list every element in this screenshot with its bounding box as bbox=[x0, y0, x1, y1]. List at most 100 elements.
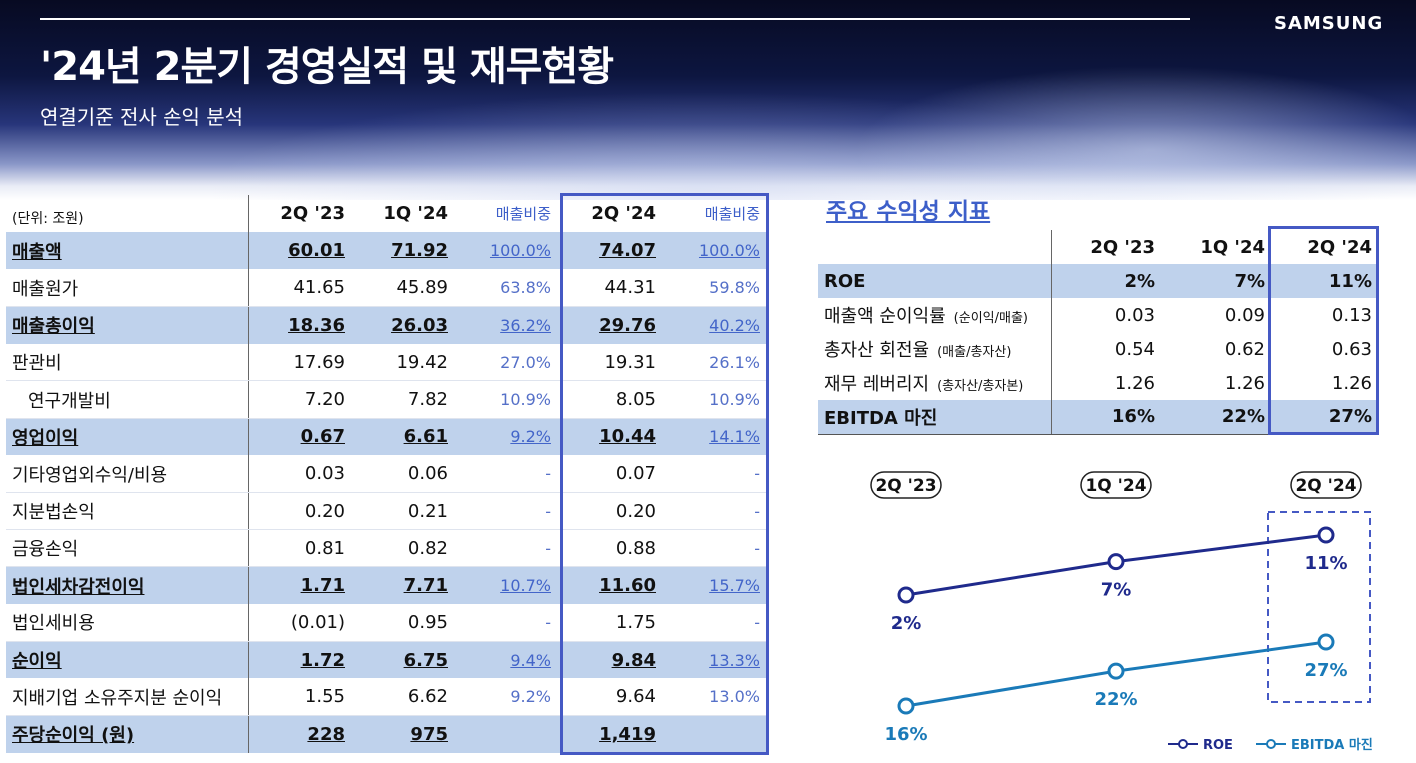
kpi-value-2q23: 1.26 bbox=[1114, 372, 1155, 394]
chart-category-label: 1Q '24 bbox=[1085, 476, 1146, 496]
value-2q23: 1.72 bbox=[248, 641, 351, 679]
legend-marker bbox=[1178, 739, 1188, 749]
kpi-row-label: EBITDA 마진 bbox=[818, 400, 1052, 435]
chart-category-pill bbox=[1290, 471, 1362, 499]
kpi-value-2q23: 2% bbox=[1051, 264, 1161, 298]
kpi-title: 주요 수익성 지표 bbox=[826, 199, 991, 225]
ratio-2q24: - bbox=[662, 492, 766, 531]
kpi-row: EBITDA 마진 16% 22% 27% bbox=[818, 400, 1378, 435]
ratio-1q24: 36.2% bbox=[454, 306, 557, 344]
value-1q24: 45.89 bbox=[351, 269, 454, 308]
kpi-row: 총자산 회전율 (매출/총자산) 0.54 0.62 0.63 bbox=[818, 332, 1378, 366]
data-label: 2% bbox=[891, 613, 922, 634]
ratio-1q24: - bbox=[454, 492, 557, 531]
table-row: 지분법손익 0.20 0.21-0.20- bbox=[6, 492, 766, 531]
table-row: 연구개발비 7.20 7.82 10.9% 8.05 10.9% bbox=[6, 380, 766, 419]
row-label: 판관비 bbox=[6, 343, 249, 382]
table-row: 순이익 1.72 6.75 9.4% 9.84 13.3% bbox=[6, 641, 766, 679]
col-1q24: 1Q '24 bbox=[383, 203, 448, 225]
value-2q23: 17.69 bbox=[248, 343, 351, 382]
value-2q24: 0.88 bbox=[557, 529, 662, 568]
col-2q23: 2Q '23 bbox=[280, 203, 345, 225]
data-label: 7% bbox=[1101, 580, 1132, 601]
kpi-row-label: 매출액 순이익률 (순이익/매출) bbox=[818, 298, 1052, 332]
kpi-row-label: ROE bbox=[818, 264, 1052, 298]
legend-marker bbox=[1266, 739, 1276, 749]
ratio-1q24: 9.2% bbox=[454, 678, 557, 717]
value-1q24: 6.61 bbox=[351, 418, 454, 456]
ratio-2q24: 59.8% bbox=[662, 269, 766, 308]
row-label: 매출원가 bbox=[6, 269, 249, 308]
data-label: 16% bbox=[884, 724, 927, 745]
value-2q23: 1.55 bbox=[248, 678, 351, 717]
value-2q23: 0.81 bbox=[248, 529, 351, 568]
value-2q24: 9.64 bbox=[557, 678, 662, 717]
kpi-col-1q24: 1Q '24 bbox=[1200, 236, 1265, 258]
page-subtitle: 연결기준 전사 손익 분석 bbox=[40, 105, 244, 129]
table-row: 법인세차감전이익 1.71 7.71 10.7% 11.60 15.7% bbox=[6, 566, 766, 605]
kpi-label-formula: (매출/총자산) bbox=[937, 345, 1012, 360]
table-row: 기타영업외수익/비용 0.03 0.06-0.07- bbox=[6, 455, 766, 494]
value-1q24: 7.82 bbox=[351, 380, 454, 419]
value-2q24: 1,419 bbox=[557, 715, 662, 753]
ratio-2q24: - bbox=[662, 604, 766, 642]
series-point bbox=[1107, 662, 1125, 680]
kpi-row: 매출액 순이익률 (순이익/매출) 0.03 0.09 0.13 bbox=[818, 298, 1378, 332]
table-row: 법인세비용 (0.01) 0.95-1.75- bbox=[6, 604, 766, 642]
value-1q24: 975 bbox=[351, 715, 454, 753]
table-row: 주당순이익 (원) 228 975 1,419 bbox=[6, 715, 766, 753]
kpi-label-formula: (순이익/매출) bbox=[953, 311, 1028, 326]
row-label: 법인세차감전이익 bbox=[6, 566, 249, 605]
ratio-2q24: 14.1% bbox=[662, 418, 766, 456]
value-2q24: 74.07 bbox=[557, 232, 662, 270]
kpi-col-2q24: 2Q '24 bbox=[1307, 236, 1372, 258]
data-label: 27% bbox=[1304, 660, 1347, 681]
table-row: 금융손익 0.81 0.82-0.88- bbox=[6, 529, 766, 568]
value-2q24: 10.44 bbox=[557, 418, 662, 456]
kpi-value-1q24: 1.26 bbox=[1224, 372, 1265, 394]
kpi-row-label: 재무 레버리지 (총자산/총자본) bbox=[818, 366, 1052, 400]
value-1q24: 7.71 bbox=[351, 566, 454, 605]
kpi-row: 재무 레버리지 (총자산/총자본) 1.26 1.26 1.26 bbox=[818, 366, 1378, 400]
series-point bbox=[1107, 553, 1125, 571]
value-1q24: 0.21 bbox=[351, 492, 454, 531]
ratio-2q24: 15.7% bbox=[662, 566, 766, 605]
ratio-1q24: 100.0% bbox=[454, 232, 557, 270]
row-label: 주당순이익 (원) bbox=[6, 715, 249, 753]
kpi-value-1q24: 7% bbox=[1161, 264, 1271, 298]
unit-label: (단위: 조원) bbox=[6, 195, 249, 233]
chart-category-pill bbox=[1080, 471, 1152, 499]
row-label: 순이익 bbox=[6, 641, 249, 679]
kpi-value-2q24: 1.26 bbox=[1331, 372, 1372, 394]
kpi-value-2q24: 11% bbox=[1271, 264, 1378, 298]
value-2q24: 0.07 bbox=[557, 455, 662, 494]
value-2q24: 9.84 bbox=[557, 641, 662, 679]
value-2q24: 19.31 bbox=[557, 343, 662, 382]
col-ratio-1q24: 매출비중 bbox=[495, 205, 551, 224]
row-label: 연구개발비 bbox=[6, 380, 249, 419]
header-banner: SAMSUNG '24년 2분기 경영실적 및 재무현황 연결기준 전사 손익 … bbox=[0, 0, 1416, 200]
kpi-value-2q23: 0.03 bbox=[1114, 304, 1155, 326]
kpi-col-2q23: 2Q '23 bbox=[1090, 236, 1155, 258]
ratio-1q24: 9.4% bbox=[454, 641, 557, 679]
row-label: 지배기업 소유주지분 순이익 bbox=[6, 678, 249, 717]
ratio-2q24: 26.1% bbox=[662, 343, 766, 382]
value-2q23: 60.01 bbox=[248, 232, 351, 270]
ratio-2q24: 13.0% bbox=[662, 678, 766, 717]
row-label: 법인세비용 bbox=[6, 604, 249, 642]
chart-category-label: 2Q '23 bbox=[875, 476, 936, 496]
kpi-label-text: EBITDA 마진 bbox=[824, 407, 938, 429]
value-2q23: 18.36 bbox=[248, 306, 351, 344]
row-label: 지분법손익 bbox=[6, 492, 249, 531]
value-2q24: 29.76 bbox=[557, 306, 662, 344]
ratio-2q24: 13.3% bbox=[662, 641, 766, 679]
ratio-2q24: 100.0% bbox=[662, 232, 766, 270]
series-point bbox=[1317, 633, 1335, 651]
kpi-value-2q24: 27% bbox=[1271, 400, 1378, 435]
value-2q23: 228 bbox=[248, 715, 351, 753]
kpi-value-2q23: 0.54 bbox=[1114, 338, 1155, 360]
value-2q23: 1.71 bbox=[248, 566, 351, 605]
value-2q24: 44.31 bbox=[557, 269, 662, 308]
series-point bbox=[1317, 526, 1335, 544]
page-title: '24년 2분기 경영실적 및 재무현황 bbox=[40, 44, 614, 90]
